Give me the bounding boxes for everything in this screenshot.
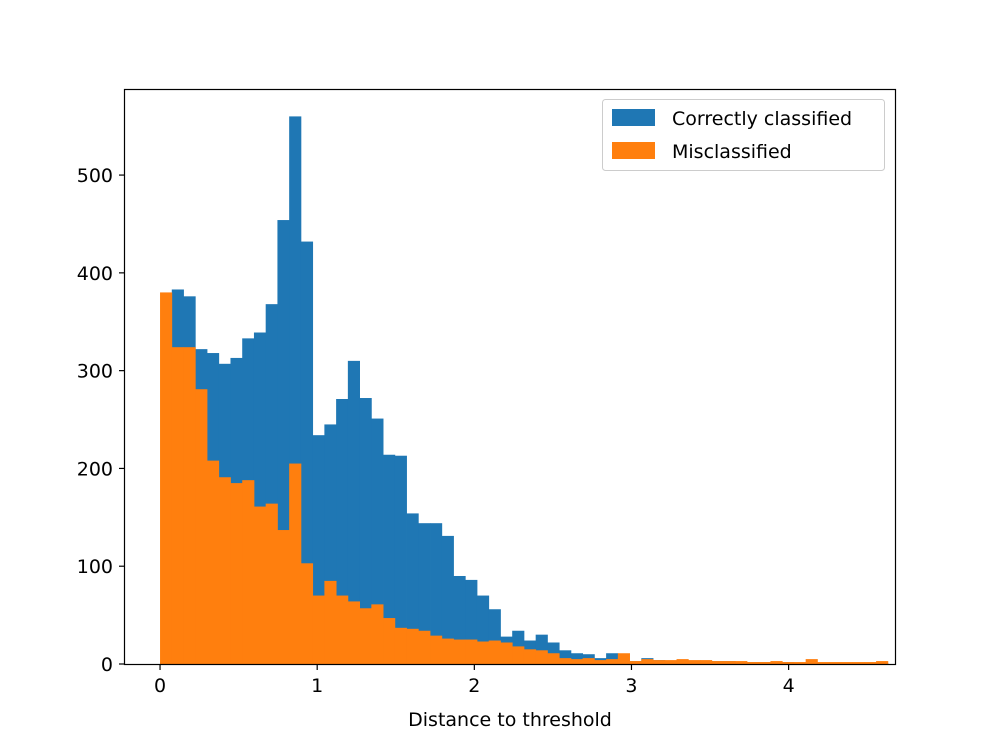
bar-correct-21 <box>406 513 419 664</box>
bar-misclassified-20 <box>394 627 407 664</box>
bar-misclassified-52 <box>770 661 783 664</box>
bar-misclassified-51 <box>758 662 771 664</box>
bar-misclassified-19 <box>383 618 396 664</box>
bar-misclassified-32 <box>535 650 548 664</box>
bar-misclassified-23 <box>430 635 443 664</box>
y-tick-label-3: 300 <box>77 361 113 383</box>
bar-misclassified-22 <box>418 630 431 664</box>
bar-misclassified-45 <box>688 660 701 664</box>
bar-misclassified-56 <box>817 662 830 664</box>
bar-misclassified-33 <box>547 653 560 664</box>
legend-label-misclassified: Misclassified <box>672 141 792 163</box>
bar-misclassified-46 <box>700 660 713 664</box>
series-misclassified <box>160 292 889 664</box>
bar-correct-20 <box>394 455 407 664</box>
bar-misclassified-60 <box>864 662 877 664</box>
bar-misclassified-53 <box>782 662 795 664</box>
bar-misclassified-11 <box>289 463 302 664</box>
bar-misclassified-15 <box>336 595 349 664</box>
legend-swatch-correctly-classified <box>612 109 655 126</box>
bar-correct-18 <box>371 418 384 664</box>
bar-misclassified-10 <box>277 530 290 664</box>
bar-misclassified-43 <box>664 660 677 664</box>
bar-misclassified-48 <box>723 661 736 664</box>
y-axis: 0 100 200 300 400 500 <box>77 165 125 676</box>
bar-misclassified-3 <box>195 389 208 664</box>
bar-misclassified-35 <box>570 659 584 664</box>
bar-misclassified-8 <box>253 506 267 664</box>
bar-misclassified-24 <box>441 638 454 664</box>
bar-misclassified-29 <box>500 642 513 664</box>
bar-correct-35 <box>570 653 584 664</box>
bar-misclassified-49 <box>735 661 748 664</box>
bar-misclassified-31 <box>523 649 537 664</box>
bar-misclassified-4 <box>207 460 220 664</box>
bar-misclassified-61 <box>876 661 889 664</box>
bar-misclassified-47 <box>711 661 724 664</box>
bar-misclassified-55 <box>805 659 818 664</box>
bar-misclassified-37 <box>594 660 607 664</box>
x-axis-label: Distance to threshold <box>408 709 612 731</box>
bar-misclassified-42 <box>653 660 666 664</box>
legend-label-correctly-classified: Correctly classified <box>672 108 852 130</box>
bar-misclassified-58 <box>840 662 854 664</box>
bar-correct-17 <box>359 398 372 664</box>
legend-swatch-misclassified <box>612 142 655 159</box>
bar-misclassified-41 <box>641 659 654 664</box>
bar-misclassified-25 <box>453 639 466 664</box>
legend-box <box>602 99 885 171</box>
bar-misclassified-16 <box>347 601 360 664</box>
bar-misclassified-34 <box>559 658 572 664</box>
bar-misclassified-5 <box>218 477 231 664</box>
bar-misclassified-1 <box>171 347 184 664</box>
bar-misclassified-14 <box>324 580 337 664</box>
bar-misclassified-6 <box>230 483 243 664</box>
bar-misclassified-44 <box>676 659 689 664</box>
x-tick-label-0: 0 <box>154 675 166 697</box>
bar-misclassified-28 <box>488 640 501 664</box>
bar-misclassified-54 <box>793 662 807 664</box>
bar-misclassified-2 <box>183 347 196 664</box>
bar-correct-19 <box>383 454 396 664</box>
bar-misclassified-27 <box>476 641 490 664</box>
bar-misclassified-18 <box>371 604 384 664</box>
bar-misclassified-0 <box>160 292 173 664</box>
bar-misclassified-36 <box>582 658 595 664</box>
bar-misclassified-30 <box>512 646 525 664</box>
bar-misclassified-7 <box>242 480 255 664</box>
bar-misclassified-39 <box>617 653 630 664</box>
bar-correct-16 <box>347 360 360 664</box>
plot-frame <box>123 88 897 666</box>
bar-correct-23 <box>430 523 443 664</box>
bar-misclassified-57 <box>829 662 842 664</box>
bar-misclassified-21 <box>406 628 419 664</box>
x-tick-label-4: 4 <box>783 675 795 697</box>
x-tick-label-2: 2 <box>468 675 480 697</box>
y-tick-label-1: 100 <box>77 556 113 578</box>
bar-misclassified-9 <box>265 503 278 664</box>
y-tick-label-0: 0 <box>101 654 113 676</box>
bar-correct-38 <box>606 653 619 664</box>
bar-misclassified-50 <box>746 662 760 664</box>
bar-correct-12 <box>300 241 314 664</box>
bar-misclassified-26 <box>465 639 478 664</box>
bar-correct-22 <box>418 523 431 664</box>
x-tick-label-3: 3 <box>625 675 637 697</box>
y-tick-label-4: 400 <box>77 263 113 285</box>
y-tick-label-2: 200 <box>77 458 113 480</box>
bar-misclassified-12 <box>300 563 314 664</box>
y-tick-label-5: 500 <box>77 165 113 187</box>
bar-misclassified-59 <box>852 662 865 664</box>
x-axis: 0 1 2 3 4 <box>154 664 795 697</box>
bar-misclassified-40 <box>629 661 642 664</box>
legend: Correctly classified Misclassified <box>602 99 885 171</box>
bar-correct-24 <box>441 535 454 664</box>
bar-misclassified-38 <box>606 659 619 664</box>
bar-misclassified-17 <box>359 608 372 664</box>
bar-misclassified-13 <box>312 595 325 664</box>
x-tick-label-1: 1 <box>311 675 323 697</box>
